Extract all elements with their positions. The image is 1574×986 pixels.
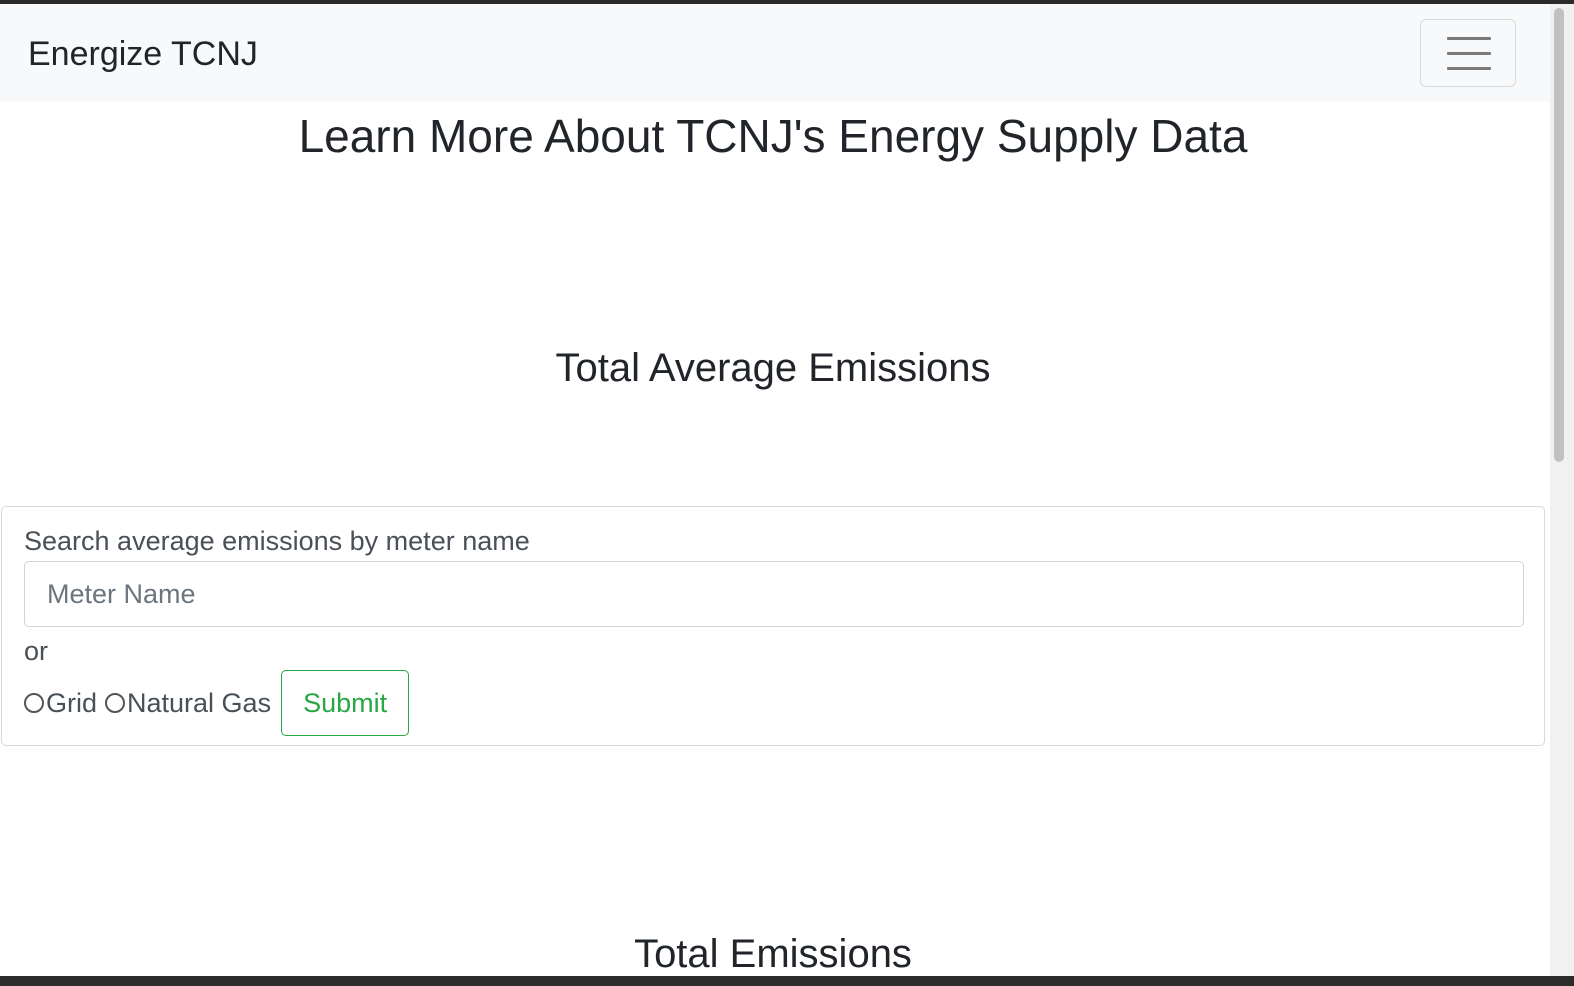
scrollbar-thumb[interactable] xyxy=(1554,8,1564,462)
radio-grid-circle[interactable] xyxy=(24,693,44,713)
radio-natural-gas[interactable]: Natural Gas xyxy=(105,688,271,719)
meter-name-input[interactable] xyxy=(24,561,1524,627)
navbar: Energize TCNJ xyxy=(0,4,1550,102)
search-label: Search average emissions by meter name xyxy=(24,526,530,556)
brand-link[interactable]: Energize TCNJ xyxy=(28,35,258,73)
total-emissions-title: Total Emissions xyxy=(634,932,912,976)
average-emissions-search-card: Search average emissions by meter name o… xyxy=(1,506,1545,746)
navbar-toggler-button[interactable] xyxy=(1420,19,1516,87)
source-radio-group: Grid Natural Gas Submit xyxy=(24,669,410,737)
page-title: Learn More About TCNJ's Energy Supply Da… xyxy=(298,110,1248,162)
radio-grid[interactable]: Grid xyxy=(24,688,97,719)
radio-grid-label: Grid xyxy=(46,687,98,718)
radio-natural-gas-label: Natural Gas xyxy=(127,687,272,718)
browser-viewport: Energize TCNJ Learn More About TCNJ's En… xyxy=(0,4,1550,976)
vertical-scrollbar[interactable] xyxy=(1550,4,1574,976)
average-emissions-title: Total Average Emissions xyxy=(555,346,991,390)
radio-natural-gas-circle[interactable] xyxy=(105,693,126,713)
submit-button[interactable]: Submit xyxy=(281,670,410,736)
or-separator: or xyxy=(24,636,49,666)
